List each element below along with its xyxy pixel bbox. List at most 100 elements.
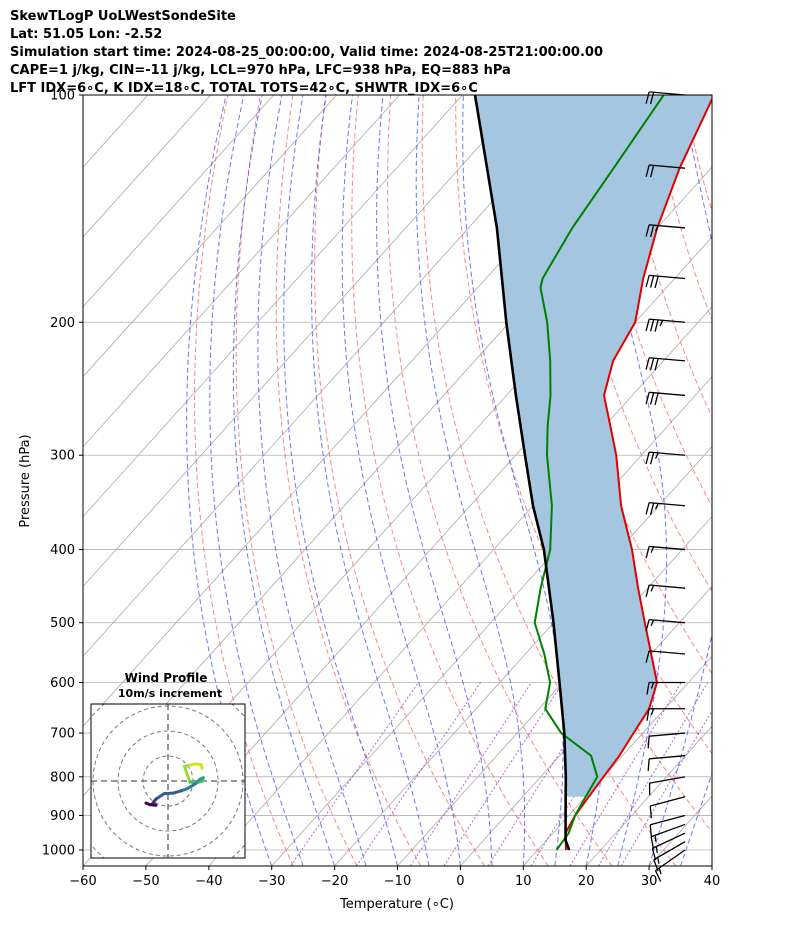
dry-adiabat — [749, 95, 794, 866]
wind-barb — [645, 618, 686, 632]
y-tick-label: 500 — [50, 616, 75, 631]
title-line-indices: LFT IDX=6∘C, K IDX=18∘C, TOTAL TOTS=42∘C… — [10, 81, 478, 96]
mixing-ratio-line — [569, 682, 682, 866]
mixing-ratio-line — [597, 682, 709, 866]
wind-barb — [646, 681, 685, 695]
dry-adiabat — [314, 95, 485, 866]
title-line-times: Simulation start time: 2024-08-25_00:00:… — [10, 45, 603, 60]
isotherm-line — [83, 95, 589, 657]
wind-barb — [645, 318, 686, 332]
isotherm-line — [145, 236, 712, 866]
moist-adiabat — [186, 95, 273, 866]
hodograph-title: Wind Profile — [125, 671, 208, 685]
y-tick-label: 200 — [50, 316, 75, 331]
hodograph-segment — [183, 765, 192, 784]
wind-barb — [645, 650, 686, 663]
wind-barb — [653, 841, 686, 872]
y-tick-label: 100 — [50, 89, 75, 104]
isotherm-line — [83, 95, 400, 448]
wind-barb — [646, 708, 685, 721]
dry-adiabat — [781, 95, 794, 866]
isotherm-line — [585, 725, 712, 866]
moist-adiabat — [462, 95, 564, 866]
wind-barb — [648, 776, 686, 796]
isotherm-line — [83, 95, 463, 518]
mixing-ratio-lines — [290, 682, 712, 866]
wind-barb — [645, 451, 686, 465]
x-tick-label: −60 — [69, 874, 96, 889]
y-tick-label: 1000 — [42, 844, 75, 859]
moist-adiabat — [232, 95, 336, 866]
hodograph-frame — [90, 703, 246, 859]
isotherm-line — [83, 95, 337, 378]
mixing-ratio-line — [355, 682, 481, 866]
x-tick-label: 30 — [641, 874, 658, 889]
moist-adiabat — [257, 95, 367, 866]
mixing-ratio-line — [290, 682, 419, 866]
dry-adiabat — [235, 95, 358, 866]
wind-barb — [650, 823, 686, 849]
parcel-line — [473, 95, 571, 851]
title-line-cape: CAPE=1 j/kg, CIN=-11 j/kg, LCL=970 hPa, … — [10, 63, 511, 78]
mixing-ratio-line — [443, 682, 564, 866]
isotherm-line — [775, 95, 794, 866]
isotherm-line — [711, 865, 712, 866]
hodograph-segment — [185, 782, 197, 791]
wind-barb — [649, 814, 686, 837]
x-tick-label: −50 — [132, 874, 159, 889]
y-tick-label: 700 — [50, 727, 75, 742]
wind-barb — [654, 849, 686, 882]
hodograph-segment — [154, 792, 166, 801]
isotherm-line — [334, 446, 712, 866]
moist-adiabat — [648, 95, 712, 866]
dry-adiabat — [194, 95, 294, 866]
title-line-location: Lat: 51.05 Lon: -2.52 — [10, 27, 163, 42]
wind-barb — [645, 545, 686, 559]
dry-adiabat — [716, 95, 794, 866]
hodograph-trace — [144, 762, 205, 807]
moist-adiabat — [775, 95, 794, 866]
isotherm-line — [83, 95, 526, 588]
mixing-ratio-line — [487, 682, 606, 866]
hodograph-inset: Wind Profile 10m/s increment — [90, 671, 246, 859]
wind-barb — [645, 501, 686, 515]
moist-adiabat — [283, 95, 398, 866]
y-tick-label: 800 — [50, 770, 75, 785]
isotherm-line — [648, 795, 712, 866]
hodograph-segment — [144, 801, 152, 807]
temperature-line — [564, 96, 712, 851]
moist-adiabat — [376, 95, 493, 866]
x-tick-label: 20 — [578, 874, 595, 889]
moist-adiabat — [588, 95, 668, 866]
wind-barb — [651, 832, 686, 861]
x-tick-label: −40 — [195, 874, 222, 889]
dry-adiabat — [585, 95, 712, 508]
isotherm-line — [83, 95, 274, 308]
hodograph-subtitle: 10m/s increment — [118, 687, 222, 700]
dry-adiabat — [275, 95, 422, 866]
mixing-ratio-line — [409, 682, 532, 866]
moist-adiabat — [680, 771, 712, 866]
y-tick-label: 300 — [50, 449, 75, 464]
y-tick-label: 600 — [50, 676, 75, 691]
dry-adiabat — [387, 95, 613, 866]
isotherm-line — [397, 515, 712, 866]
moist-adiabat — [341, 95, 461, 866]
wind-barb — [647, 732, 686, 749]
wind-barb — [645, 584, 686, 597]
x-tick-label: 0 — [456, 874, 464, 889]
y-tick-label: 400 — [50, 543, 75, 558]
x-tick-label: −30 — [258, 874, 285, 889]
y-axis-ticks: 100 200 300 400 500 600 700 800 900 1000 — [42, 89, 83, 859]
x-tick-label: 40 — [704, 874, 721, 889]
wind-barbs — [645, 91, 686, 882]
y-tick-label: 900 — [50, 809, 75, 824]
moist-adiabat — [711, 864, 712, 866]
x-axis-label: Temperature (∘C) — [339, 897, 454, 912]
title-line-station: SkewTLogP UoLWestSondeSite — [10, 9, 236, 24]
wind-barb — [645, 391, 686, 406]
wind-barb — [645, 91, 686, 105]
wind-barb — [645, 357, 686, 371]
isotherm-line — [523, 655, 712, 866]
